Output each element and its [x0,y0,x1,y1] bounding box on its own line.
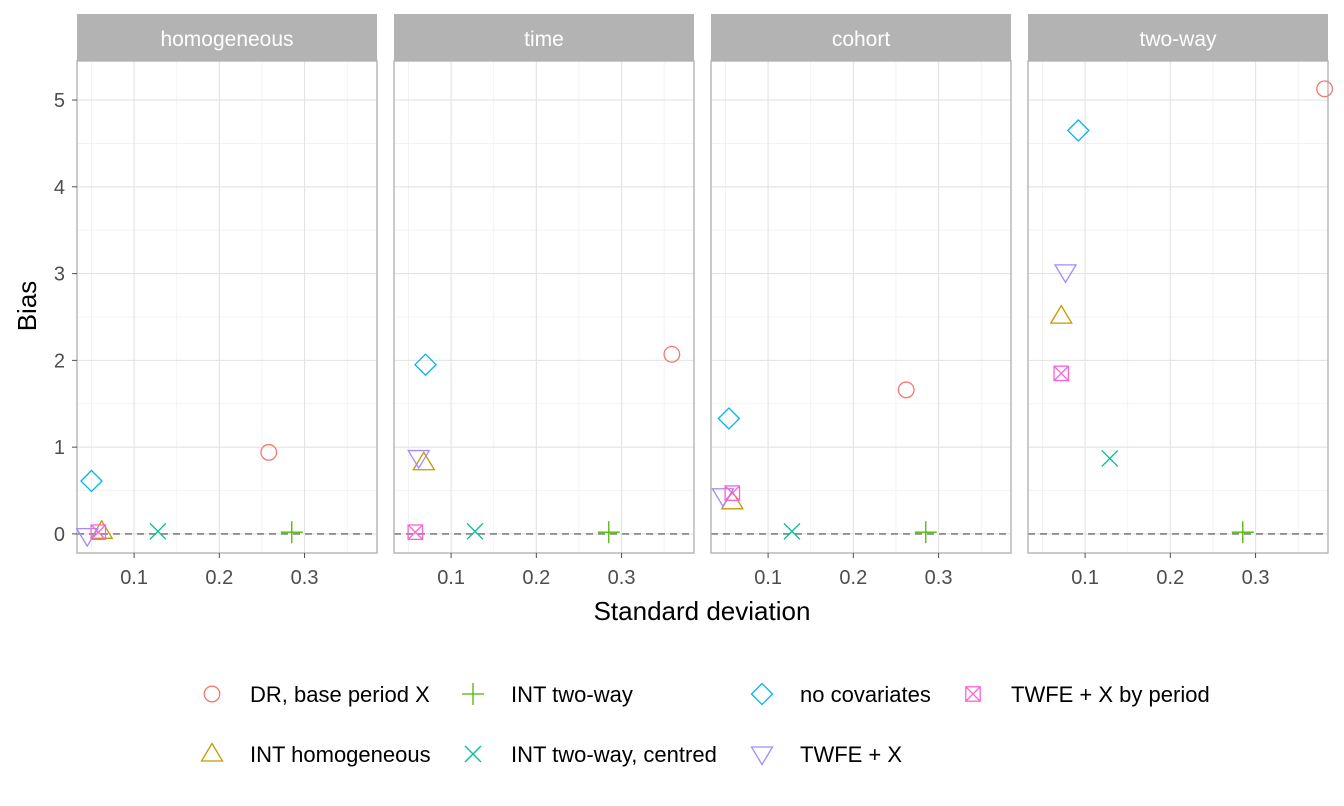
data-point-circle [1316,80,1334,98]
panel-border [393,60,695,554]
x-tick-label: 0.3 [1242,567,1270,589]
data-point-triangle-down [407,449,431,470]
data-point-square-x [1053,365,1070,382]
legend-item: TWFE + X [750,742,902,767]
legend-label: TWFE + X by period [1011,682,1210,707]
data-point-square-x [90,524,107,541]
y-axis-title: Bias [12,281,42,332]
data-point-plus [597,521,620,544]
legend-label: INT two-way, centred [511,742,717,767]
y-tick-label: 2 [54,350,65,372]
data-point-circle [260,443,278,461]
facet-strip-label: time [524,28,564,51]
legend-label: DR, base period X [250,682,430,707]
data-point-diamond [1066,118,1090,142]
panel-border [710,60,1012,554]
legend-key-diamond [750,682,774,706]
legend-key-triangle-up [200,742,224,762]
plot-area [77,61,377,553]
data-point-square-x [407,524,424,541]
facet-panel-cohort: cohort 0.1 0.2 0.3 [710,14,1012,589]
x-tick-label: 0.3 [291,567,319,589]
facet-strip [77,14,377,61]
data-point-triangle-down [1053,264,1078,284]
x-tick-label: 0.2 [839,567,867,589]
y-axis: 0 1 2 3 4 5 [54,90,77,546]
data-point-plus [280,521,303,544]
facet-panel-two-way: two-way 0.1 0.2 0.3 [1027,14,1334,589]
panel-border [1027,60,1329,554]
legend-item: DR, base period X [203,682,430,707]
y-tick-label: 3 [54,264,65,286]
data-point-triangle-up [1049,304,1073,324]
plot-area [1028,61,1328,553]
plot-area [711,61,1011,553]
x-tick-label: 0.2 [522,567,550,589]
legend-label: INT two-way [511,682,633,707]
plot-area [394,61,694,553]
legend-key-square-x [965,686,981,702]
data-point-diamond [717,407,741,430]
facet-strip [1028,14,1328,61]
y-tick-label: 0 [54,524,65,546]
data-point-cross [149,522,167,540]
facet-strip-label: two-way [1139,28,1217,51]
legend-key-circle [203,685,221,703]
x-tick-label: 0.2 [205,567,233,589]
facet-strip-label: cohort [832,28,891,51]
data-point-cross [1101,449,1119,467]
legend-key-plus [462,683,484,705]
data-point-triangle-up [412,450,436,471]
legend-label: INT homogeneous [250,742,431,767]
legend-item: TWFE + X by period [965,682,1210,707]
facet-panel-time: time 0.1 0.2 0.3 [393,14,695,589]
legend-label: no covariates [800,682,931,707]
data-point-diamond [414,353,437,377]
data-point-square-x [724,485,741,501]
data-point-circle [897,381,915,399]
data-point-cross [783,522,801,540]
y-tick-label: 4 [54,177,65,199]
legend-item: INT homogeneous [200,742,431,767]
x-axis-title: Standard deviation [594,596,811,626]
legend-item: INT two-way, centred [464,742,717,767]
legend: DR, base period X INT two-way no covariate… [200,682,1210,767]
data-point-plus [914,521,937,544]
y-tick-label: 5 [54,90,65,112]
legend-item: no covariates [750,682,931,707]
data-point-cross [466,522,484,540]
legend-label: TWFE + X [800,742,902,767]
facet-panels: homogeneous 0.1 0.2 0.3 time 0.1 0.2 0.3 cohort 0… [75,14,1334,589]
legend-item: INT two-way [462,682,633,707]
x-tick-label: 0.1 [120,567,148,589]
legend-key-triangle-down [750,746,774,766]
x-tick-label: 0.1 [754,567,782,589]
facet-strip [394,14,694,61]
data-point-plus [1231,521,1254,544]
x-tick-label: 0.1 [437,567,465,589]
legend-key-cross [464,745,482,763]
x-tick-label: 0.3 [608,567,636,589]
x-tick-label: 0.2 [1156,567,1184,589]
x-tick-label: 0.3 [925,567,953,589]
facet-strip [711,14,1011,61]
facet-panel-homogeneous: homogeneous 0.1 0.2 0.3 [75,14,378,589]
y-tick-label: 1 [54,437,65,459]
data-point-circle [663,345,681,363]
data-point-diamond [80,469,103,493]
facet-strip-label: homogeneous [160,28,293,51]
panel-border [76,60,378,554]
x-tick-label: 0.1 [1071,567,1099,589]
